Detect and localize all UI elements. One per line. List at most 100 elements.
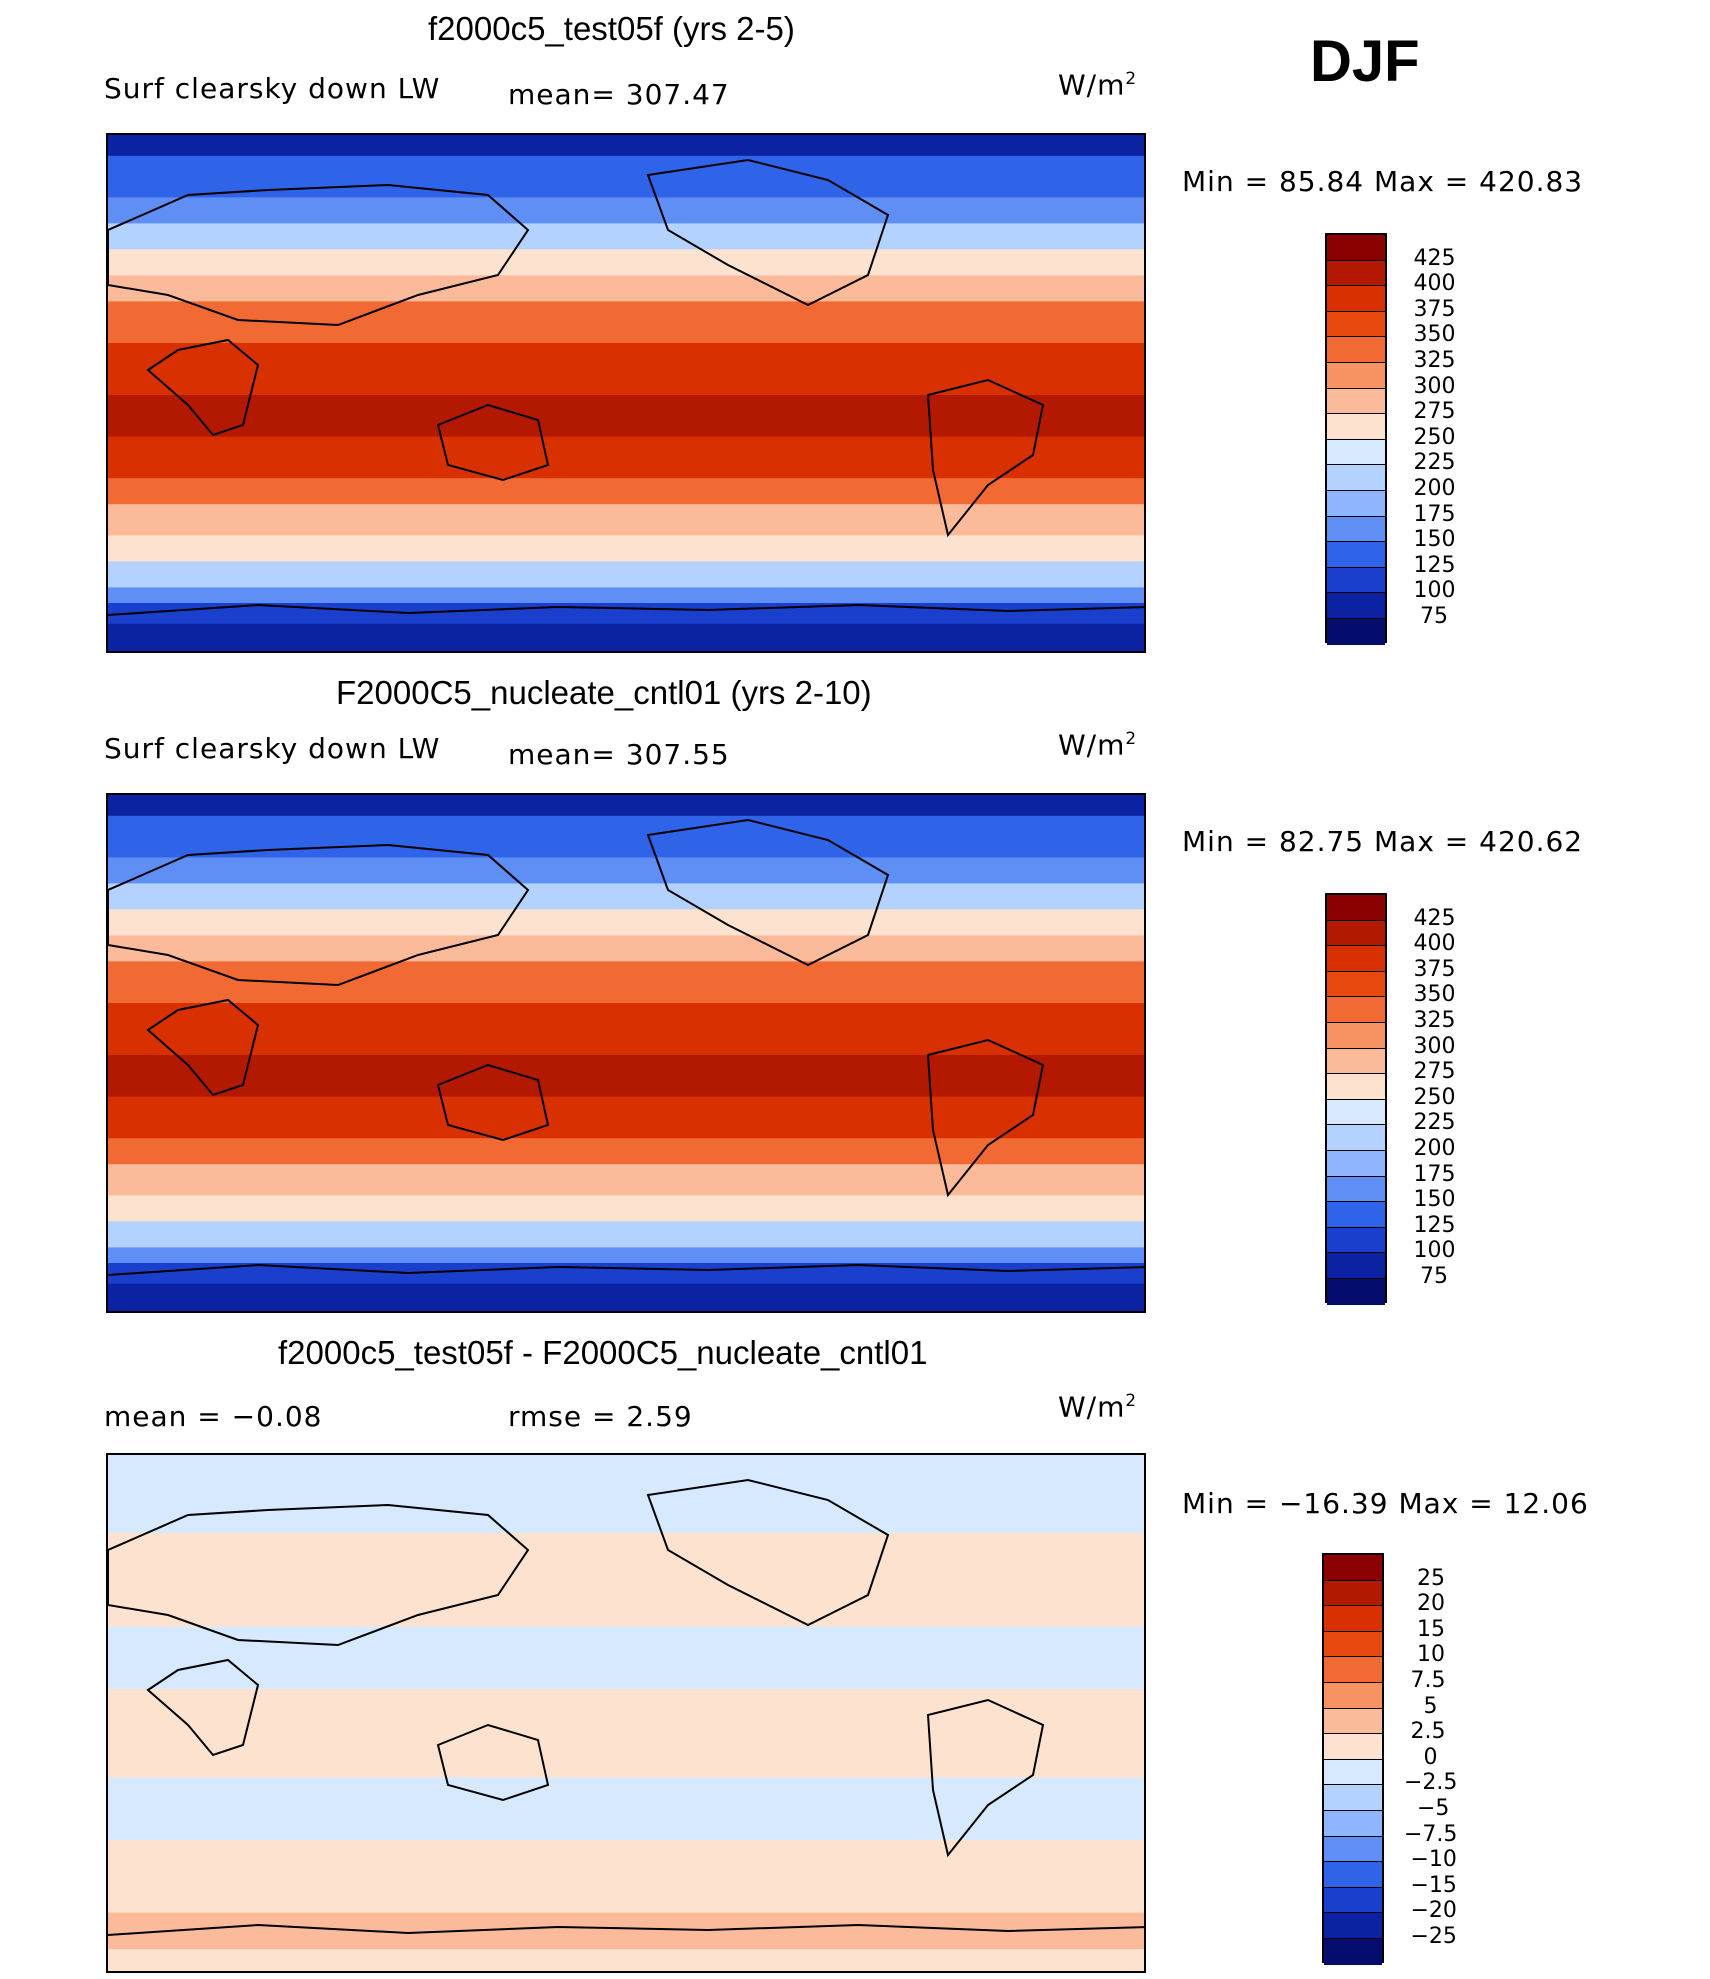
panel-2-map — [106, 793, 1146, 1313]
colorbar-tick-label: 75 — [1420, 1264, 1448, 1289]
field-band — [108, 1138, 1144, 1166]
panel-2-colorbar — [1325, 893, 1387, 1305]
coastline — [646, 818, 890, 967]
colorbar-tick-label: −5 — [1417, 1796, 1450, 1821]
field-band — [108, 1689, 1144, 1779]
colorbar-segment — [1324, 1682, 1382, 1709]
colorbar-segment — [1327, 439, 1385, 466]
coastline — [108, 843, 530, 987]
panel-2-variable-label: Surf clearsky down LW — [104, 732, 441, 765]
colorbar-segment — [1327, 362, 1385, 389]
field-band — [108, 1164, 1144, 1197]
colorbar-tick-label: 125 — [1413, 1212, 1456, 1238]
colorbar-segment — [1327, 490, 1385, 517]
colorbar-tick-label: 175 — [1413, 1161, 1456, 1187]
colorbar-segment — [1327, 1099, 1385, 1126]
panel-1-title: f2000c5_test05f (yrs 2-5) — [428, 10, 795, 47]
colorbar-segment — [1327, 311, 1385, 338]
field-band — [108, 1055, 1144, 1098]
colorbar-segment — [1324, 1810, 1382, 1837]
field-band — [108, 535, 1144, 563]
field-band — [108, 155, 1144, 199]
colorbar-tick-label: 225 — [1413, 1110, 1456, 1136]
colorbar-segment — [1327, 971, 1385, 998]
colorbar-segment — [1324, 1580, 1382, 1607]
colorbar-tick-label: 100 — [1413, 578, 1456, 604]
colorbar-segment — [1324, 1913, 1382, 1939]
field-band — [108, 561, 1144, 589]
panel-3-colorbar — [1322, 1553, 1384, 1965]
map-field — [108, 135, 1144, 651]
panel-1-mean-label: mean= 307.47 — [508, 78, 730, 111]
colorbar-segment — [1327, 618, 1385, 645]
field-band — [108, 1839, 1144, 1914]
colorbar-tick-label: 250 — [1413, 1084, 1456, 1110]
panel-3-title: f2000c5_test05f - F2000C5_nucleate_cntl0… — [278, 1334, 928, 1371]
colorbar-tick-label: 300 — [1413, 1033, 1456, 1059]
field-band — [108, 1195, 1144, 1223]
field-band — [108, 478, 1144, 506]
colorbar-segment — [1327, 1227, 1385, 1254]
colorbar-tick-label: 200 — [1413, 476, 1456, 501]
field-band — [108, 135, 1144, 157]
colorbar-tick-label: 125 — [1413, 552, 1456, 578]
colorbar-segment — [1327, 946, 1385, 972]
colorbar-segment — [1327, 1278, 1385, 1305]
panel-1-minmax: Min = 85.84 Max = 420.83 — [1182, 165, 1584, 198]
colorbar-segment — [1324, 1657, 1382, 1683]
field-band — [108, 1096, 1144, 1140]
field-band — [108, 343, 1144, 396]
colorbar-tick-label: 150 — [1413, 527, 1456, 553]
panel-3-mean-label: mean = −0.08 — [104, 1400, 323, 1433]
colorbar-tick-label: 350 — [1413, 322, 1456, 348]
colorbar-segment — [1327, 235, 1385, 261]
colorbar-tick-label: 75 — [1420, 604, 1448, 629]
coastline — [146, 998, 260, 1097]
colorbar-segment — [1327, 1150, 1385, 1177]
panel-1-map — [106, 133, 1146, 653]
colorbar-segment — [1324, 1836, 1382, 1863]
colorbar-tick-label: 225 — [1413, 450, 1456, 476]
panel-1-units-label: W/m2 — [1058, 68, 1138, 102]
colorbar-tick-label: 25 — [1417, 1565, 1445, 1591]
colorbar-segment — [1324, 1785, 1382, 1811]
coastline — [108, 183, 530, 327]
colorbar-segment — [1327, 1202, 1385, 1228]
field-band — [108, 795, 1144, 817]
field-band — [108, 504, 1144, 537]
colorbar-segment — [1327, 593, 1385, 619]
colorbar-segment — [1327, 567, 1385, 594]
coastline — [108, 1923, 1144, 1936]
colorbar-segment — [1327, 414, 1385, 440]
field-band — [108, 1455, 1144, 1534]
colorbar-tick-label: −20 — [1410, 1898, 1457, 1924]
field-band — [108, 275, 1144, 303]
coastline — [108, 1503, 530, 1647]
map-field — [108, 795, 1144, 1311]
colorbar-tick-label: 175 — [1413, 501, 1456, 527]
colorbar-tick-label: −10 — [1410, 1847, 1457, 1873]
field-band — [108, 909, 1144, 937]
panel-3-units-label: W/m2 — [1058, 1390, 1138, 1424]
colorbar-tick-label: 100 — [1413, 1238, 1456, 1264]
panel-2-mean-label: mean= 307.55 — [508, 738, 730, 771]
panel-2-title: F2000C5_nucleate_cntl01 (yrs 2-10) — [336, 674, 872, 711]
coastline — [646, 158, 890, 307]
colorbar-tick-label: 325 — [1413, 1008, 1456, 1033]
colorbar-tick-label: 350 — [1413, 982, 1456, 1008]
colorbar-tick-label: 0 — [1423, 1744, 1438, 1770]
field-band — [108, 1912, 1144, 1950]
colorbar-segment — [1327, 1125, 1385, 1151]
field-band — [108, 1626, 1144, 1690]
panel-2-units-label: W/m2 — [1058, 728, 1138, 762]
colorbar-segment — [1327, 895, 1385, 921]
colorbar-segment — [1324, 1759, 1382, 1786]
colorbar-tick-label: 400 — [1413, 271, 1456, 297]
field-band — [108, 815, 1144, 859]
colorbar-tick-label: 425 — [1413, 245, 1456, 271]
panel-3-minmax: Min = −16.39 Max = 12.06 — [1182, 1487, 1589, 1520]
panel-2-minmax: Min = 82.75 Max = 420.62 — [1182, 825, 1584, 858]
colorbar-tick-label: 20 — [1417, 1591, 1445, 1617]
field-band — [108, 249, 1144, 277]
colorbar-tick-label: −2.5 — [1404, 1770, 1458, 1796]
